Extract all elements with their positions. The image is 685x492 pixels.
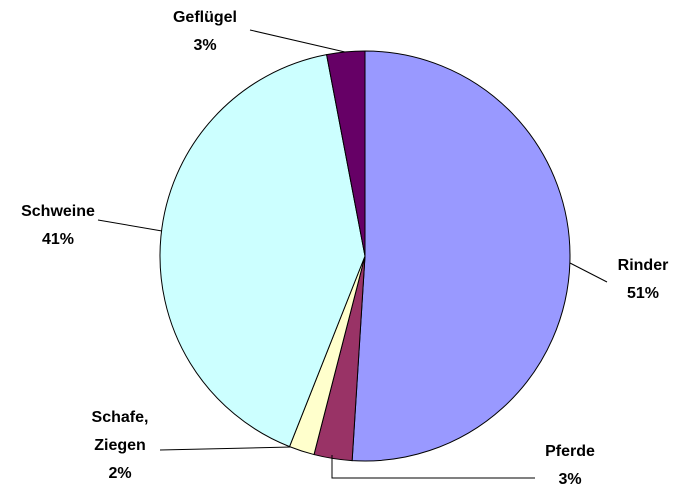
leader-line	[97, 219, 163, 232]
leader-line	[249, 29, 346, 53]
slice-value-label: 3%	[558, 471, 581, 488]
leader-line	[569, 262, 608, 283]
leader-line	[331, 455, 535, 479]
slice-label: Rinder	[618, 257, 669, 274]
pie-slice	[159, 54, 366, 448]
slice-value-label: 3%	[193, 37, 216, 54]
slice-value-label: 51%	[627, 285, 659, 302]
slice-value-label: 2%	[108, 465, 131, 482]
slice-label: Geflügel	[173, 9, 237, 26]
pie-slice	[351, 50, 571, 462]
label-line: Schafe,	[92, 409, 149, 426]
slice-label: Schafe, Ziegen	[92, 409, 149, 454]
slice-label: Pferde	[545, 443, 595, 460]
leader-line	[159, 446, 292, 451]
slice-value-label: 41%	[42, 231, 74, 248]
slice-label: Schweine	[21, 203, 95, 220]
pie-slice	[326, 50, 366, 257]
label-line: Ziegen	[94, 437, 146, 454]
